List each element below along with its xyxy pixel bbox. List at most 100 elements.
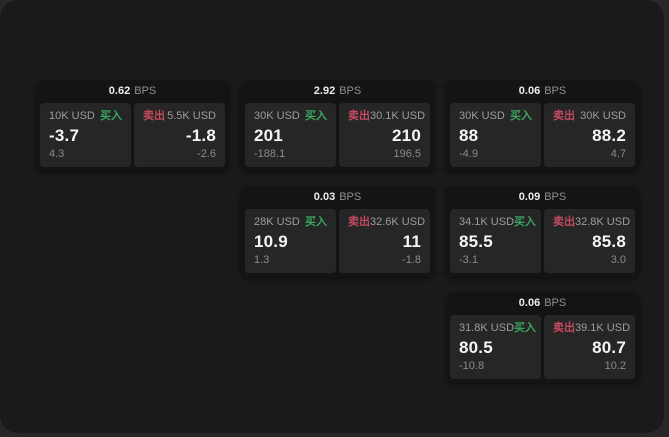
quote-card: 0.09 BPS 34.1K USD 买入 85.5 -3.1 卖出 32.8K… (446, 186, 639, 277)
sell-panel[interactable]: 卖出 32.8K USD 85.8 3.0 (544, 209, 635, 273)
buy-side-label: 买入 (305, 110, 327, 122)
buy-delta: 1.3 (254, 254, 270, 266)
buy-sell-panels: 30K USD 买入 201 -188.1 卖出 30.1K USD 210 1… (241, 103, 434, 171)
sell-price: 88.2 (592, 126, 626, 145)
buy-amount: 31.8K USD (459, 322, 515, 334)
buy-side-label: 买入 (100, 110, 122, 122)
sell-amount: 30.1K USD (370, 110, 426, 122)
sell-amount: 39.1K USD (575, 322, 631, 334)
card-header: 0.09 BPS (446, 186, 639, 209)
bps-value: 0.03 (313, 191, 336, 203)
buy-price: 80.5 (459, 338, 493, 357)
buy-delta: -188.1 (254, 148, 286, 160)
buy-amount: 34.1K USD (459, 216, 515, 228)
sell-panel[interactable]: 卖出 30.1K USD 210 196.5 (339, 103, 430, 167)
sell-delta: 10.2 (604, 360, 626, 372)
sell-panel[interactable]: 卖出 5.5K USD -1.8 -2.6 (134, 103, 225, 167)
sell-delta: 3.0 (610, 254, 626, 266)
buy-price: 10.9 (254, 232, 288, 251)
buy-panel-top: 31.8K USD 买入 (459, 322, 536, 335)
quote-grid: 0.62 BPS 10K USD 买入 -3.7 4.3 卖出 5.5K USD (36, 80, 639, 383)
sell-panel-top: 卖出 32.8K USD (553, 216, 630, 229)
buy-price: -3.7 (49, 126, 80, 145)
bps-unit-label: BPS (134, 85, 157, 97)
buy-sell-panels: 28K USD 买入 10.9 1.3 卖出 32.6K USD 11 -1.8 (241, 209, 434, 277)
sell-delta: 196.5 (393, 148, 421, 160)
buy-panel-top: 28K USD 买入 (254, 216, 327, 229)
quote-card: 0.06 BPS 30K USD 买入 88 -4.9 卖出 30K USD (446, 80, 639, 171)
sell-amount: 32.8K USD (575, 216, 631, 228)
buy-price: 85.5 (459, 232, 493, 251)
sell-price: 210 (392, 126, 421, 145)
buy-panel-top: 34.1K USD 买入 (459, 216, 536, 229)
sell-price: 85.8 (592, 232, 626, 251)
buy-side-label: 买入 (514, 216, 537, 228)
sell-panel[interactable]: 卖出 30K USD 88.2 4.7 (544, 103, 635, 167)
buy-delta: 4.3 (49, 148, 65, 160)
buy-amount: 30K USD (459, 110, 505, 122)
bps-unit-label: BPS (544, 297, 567, 309)
sell-panel[interactable]: 卖出 39.1K USD 80.7 10.2 (544, 315, 635, 379)
quote-card: 0.03 BPS 28K USD 买入 10.9 1.3 卖出 32.6K US… (241, 186, 434, 277)
buy-panel[interactable]: 28K USD 买入 10.9 1.3 (245, 209, 336, 273)
sell-panel-top: 卖出 30K USD (553, 110, 626, 123)
buy-sell-panels: 31.8K USD 买入 80.5 -10.8 卖出 39.1K USD 80.… (446, 315, 639, 383)
sell-amount: 32.6K USD (370, 216, 426, 228)
sell-price: 80.7 (592, 338, 626, 357)
quote-card: 0.06 BPS 31.8K USD 买入 80.5 -10.8 卖出 39.1… (446, 292, 639, 383)
buy-delta: -10.8 (459, 360, 485, 372)
bps-value: 2.92 (313, 85, 336, 97)
card-header: 0.03 BPS (241, 186, 434, 209)
buy-panel[interactable]: 31.8K USD 买入 80.5 -10.8 (450, 315, 541, 379)
bps-unit-label: BPS (339, 191, 362, 203)
buy-delta: -3.1 (459, 254, 478, 266)
sell-panel-top: 卖出 32.6K USD (348, 216, 425, 229)
sell-delta: -2.6 (197, 148, 216, 160)
sell-panel-top: 卖出 39.1K USD (553, 322, 630, 335)
bps-unit-label: BPS (544, 85, 567, 97)
sell-side-label: 卖出 (348, 216, 370, 228)
bps-value: 0.09 (518, 191, 541, 203)
buy-amount: 10K USD (49, 110, 95, 122)
buy-sell-panels: 30K USD 买入 88 -4.9 卖出 30K USD 88.2 4.7 (446, 103, 639, 171)
buy-amount: 28K USD (254, 216, 300, 228)
sell-panel-top: 卖出 30.1K USD (348, 110, 425, 123)
buy-side-label: 买入 (514, 322, 537, 334)
buy-panel-top: 10K USD 买入 (49, 110, 122, 123)
buy-price: 201 (254, 126, 283, 145)
sell-amount: 5.5K USD (167, 110, 216, 122)
buy-panel[interactable]: 10K USD 买入 -3.7 4.3 (40, 103, 131, 167)
sell-side-label: 卖出 (143, 110, 165, 122)
quote-card: 0.62 BPS 10K USD 买入 -3.7 4.3 卖出 5.5K USD (36, 80, 229, 171)
sell-side-label: 卖出 (348, 110, 370, 122)
bps-value: 0.06 (518, 85, 541, 97)
bps-value: 0.06 (518, 297, 541, 309)
sell-price: -1.8 (185, 126, 216, 145)
buy-sell-panels: 10K USD 买入 -3.7 4.3 卖出 5.5K USD -1.8 -2.… (36, 103, 229, 171)
buy-panel[interactable]: 30K USD 买入 201 -188.1 (245, 103, 336, 167)
sell-side-label: 卖出 (553, 110, 575, 122)
sell-side-label: 卖出 (553, 216, 575, 228)
sell-price: 11 (402, 232, 421, 251)
bps-value: 0.62 (108, 85, 131, 97)
sell-delta: -1.8 (402, 254, 421, 266)
sell-panel[interactable]: 卖出 32.6K USD 11 -1.8 (339, 209, 430, 273)
buy-side-label: 买入 (510, 110, 532, 122)
buy-delta: -4.9 (459, 148, 478, 160)
sell-delta: 4.7 (610, 148, 626, 160)
sell-side-label: 卖出 (553, 322, 575, 334)
card-header: 0.06 BPS (446, 80, 639, 103)
card-header: 0.62 BPS (36, 80, 229, 103)
card-header: 0.06 BPS (446, 292, 639, 315)
buy-price: 88 (459, 126, 479, 145)
bps-unit-label: BPS (544, 191, 567, 203)
buy-panel-top: 30K USD 买入 (459, 110, 532, 123)
buy-sell-panels: 34.1K USD 买入 85.5 -3.1 卖出 32.8K USD 85.8… (446, 209, 639, 277)
card-header: 2.92 BPS (241, 80, 434, 103)
buy-panel-top: 30K USD 买入 (254, 110, 327, 123)
buy-panel[interactable]: 30K USD 买入 88 -4.9 (450, 103, 541, 167)
sell-amount: 30K USD (580, 110, 626, 122)
buy-panel[interactable]: 34.1K USD 买入 85.5 -3.1 (450, 209, 541, 273)
buy-amount: 30K USD (254, 110, 300, 122)
